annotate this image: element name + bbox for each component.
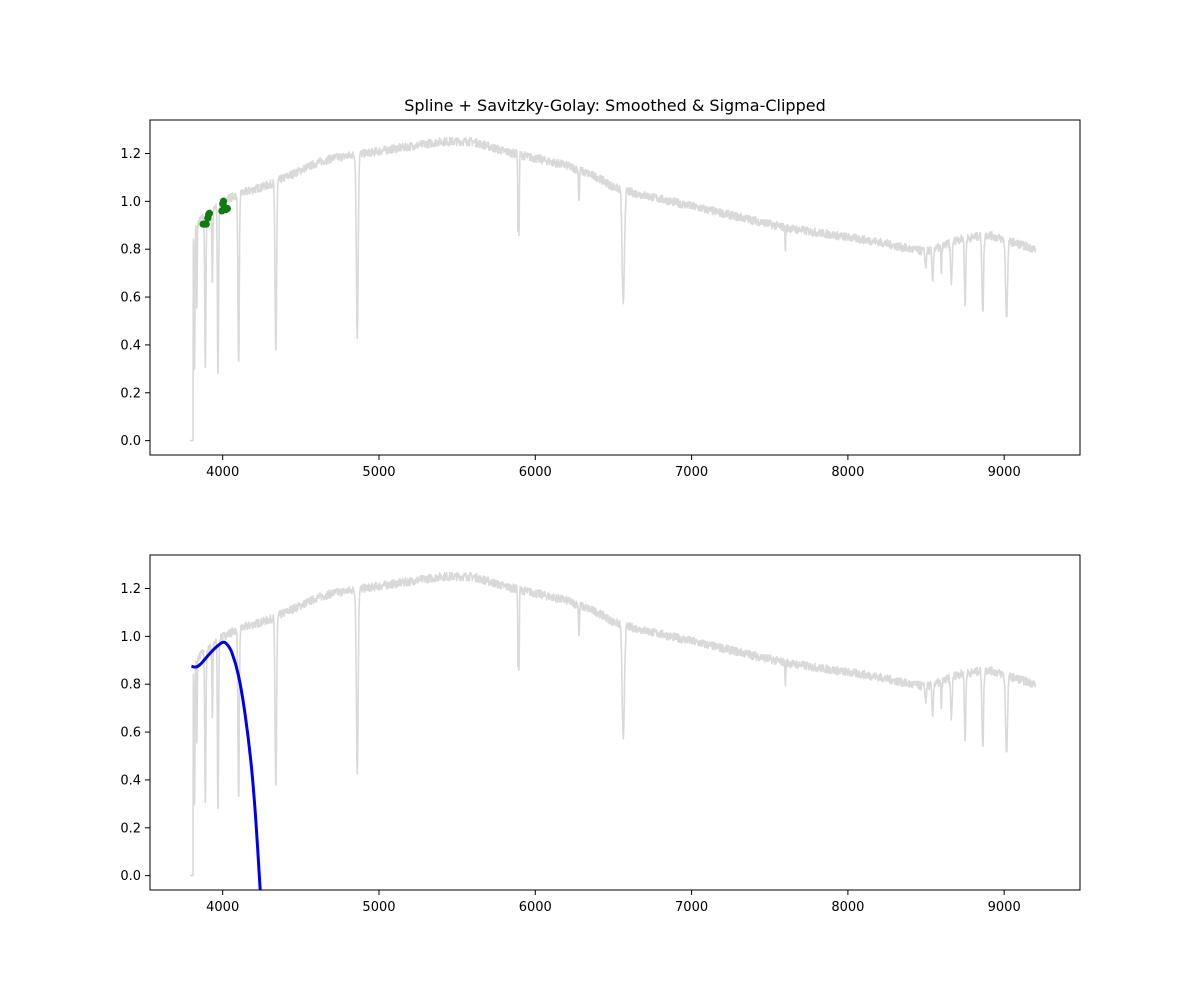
y-tick-label: 0.8 (120, 243, 141, 258)
y-tick-label: 0.6 (120, 726, 141, 741)
x-tick-label: 8000 (831, 900, 864, 915)
fit-curve (191, 640, 262, 890)
clipped-point (223, 204, 231, 213)
x-tick-label: 6000 (519, 900, 552, 915)
x-tick-label: 5000 (362, 465, 395, 480)
y-tick-label: 0.0 (120, 434, 141, 449)
clipped-point (202, 220, 210, 228)
x-tick-label: 4000 (206, 900, 239, 915)
axes-frame (149, 119, 1081, 456)
y-tick-label: 0.4 (120, 773, 141, 788)
x-tick-label: 8000 (831, 465, 864, 480)
clipped-point (219, 197, 228, 205)
chart-panel-bottom: 4000 5000 6000 7000 8000 9000 0.0 0.2 0.4 0.6 0.8 1… (120, 554, 1081, 915)
axes-frame (149, 554, 1081, 891)
plot-area (189, 136, 1037, 442)
y-tick-label: 0.0 (120, 869, 141, 884)
y-tick-label: 0.8 (120, 678, 141, 693)
x-tick-label: 5000 (362, 900, 395, 915)
x-tick-label: 9000 (988, 900, 1021, 915)
spectrum-line (189, 571, 1037, 877)
x-tick-label: 4000 (206, 465, 239, 480)
plot-area (189, 571, 1037, 890)
y-tick-label: 1.0 (120, 630, 141, 645)
y-tick-label: 1.2 (120, 147, 141, 162)
clipped-point (205, 209, 213, 217)
y-tick-label: 1.2 (120, 582, 141, 597)
y-tick-label: 0.2 (120, 821, 141, 836)
y-tick-label: 0.6 (120, 291, 141, 306)
spectrum-line (189, 136, 1037, 442)
chart-title: Spline + Savitzky-Golay: Smoothed & Sigm… (404, 96, 825, 115)
x-tick-label: 6000 (519, 465, 552, 480)
y-tick-label: 0.2 (120, 386, 141, 401)
chart-panel-top: 4000 5000 6000 7000 8000 9000 0.0 0.2 0.4 0.6 0.8 1… (120, 96, 1081, 480)
x-tick-label: 9000 (988, 465, 1021, 480)
x-tick-label: 7000 (675, 465, 708, 480)
x-tick-label: 7000 (675, 900, 708, 915)
y-tick-label: 1.0 (120, 195, 141, 210)
y-tick-label: 0.4 (120, 338, 141, 353)
